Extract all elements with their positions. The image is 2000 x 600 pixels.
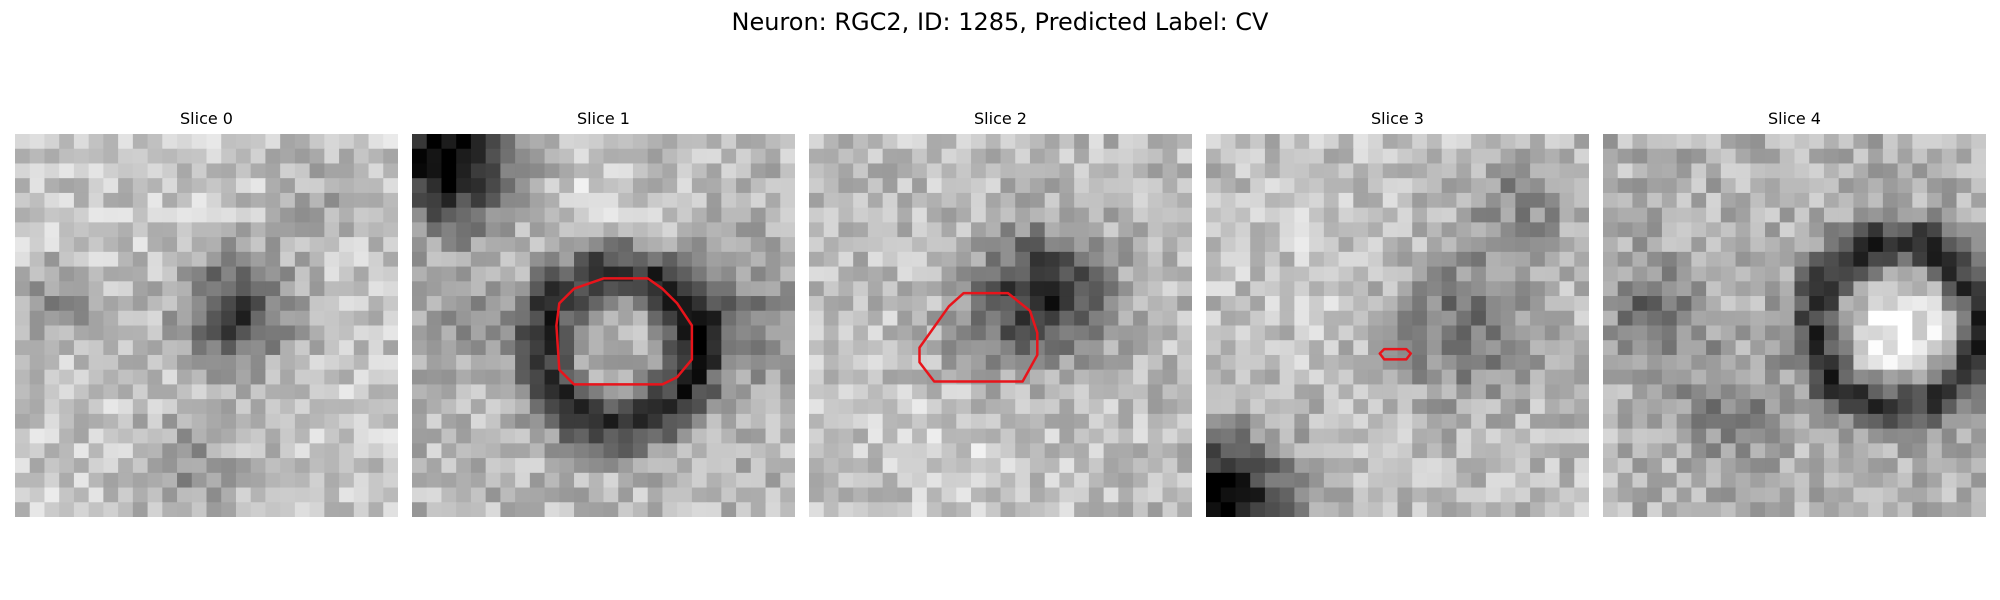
slice-title: Slice 2: [974, 109, 1027, 128]
slice-title: Slice 4: [1768, 109, 1821, 128]
slice-image: [412, 134, 795, 517]
slice-image: [1603, 134, 1986, 517]
segmentation-contour: [555, 277, 694, 386]
slice-title: Slice 0: [180, 109, 233, 128]
figure-title: Neuron: RGC2, ID: 1285, Predicted Label:…: [731, 8, 1269, 36]
slice-image: [809, 134, 1192, 517]
slice-image: [1206, 134, 1589, 517]
segmentation-contour: [1378, 347, 1413, 361]
slice-image: [15, 134, 398, 517]
segmentation-contour: [918, 291, 1039, 383]
slice-title: Slice 3: [1371, 109, 1424, 128]
slice-title: Slice 1: [577, 109, 630, 128]
